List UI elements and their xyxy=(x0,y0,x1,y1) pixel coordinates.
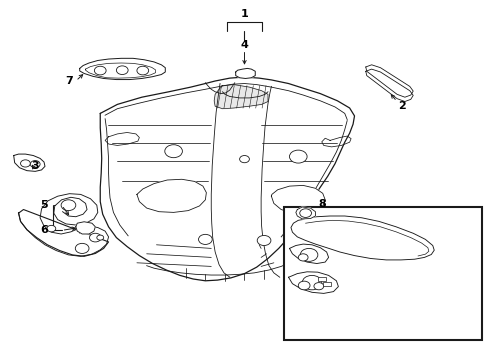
Polygon shape xyxy=(288,272,338,293)
Polygon shape xyxy=(365,65,412,97)
Circle shape xyxy=(20,160,30,167)
Text: 1: 1 xyxy=(240,9,248,19)
Circle shape xyxy=(61,200,76,211)
Polygon shape xyxy=(14,154,45,171)
Circle shape xyxy=(89,233,101,242)
Polygon shape xyxy=(100,77,354,281)
Circle shape xyxy=(94,66,106,75)
Bar xyxy=(322,282,330,286)
Text: 2: 2 xyxy=(397,101,405,111)
Polygon shape xyxy=(76,222,95,234)
Circle shape xyxy=(47,225,56,232)
Bar xyxy=(283,207,481,340)
Text: 3: 3 xyxy=(31,161,39,171)
Polygon shape xyxy=(271,185,325,213)
Polygon shape xyxy=(19,195,108,256)
Text: 8: 8 xyxy=(317,199,325,210)
Text: 5: 5 xyxy=(40,200,48,210)
Circle shape xyxy=(239,156,249,163)
Circle shape xyxy=(298,281,309,290)
Circle shape xyxy=(75,243,89,253)
Text: 7: 7 xyxy=(65,76,73,86)
Circle shape xyxy=(164,145,182,158)
Polygon shape xyxy=(295,207,315,219)
Circle shape xyxy=(116,66,128,75)
Circle shape xyxy=(97,235,103,240)
Polygon shape xyxy=(365,69,412,102)
Circle shape xyxy=(30,161,40,168)
Circle shape xyxy=(298,254,307,261)
Circle shape xyxy=(137,66,148,75)
Text: 6: 6 xyxy=(40,225,48,235)
Polygon shape xyxy=(290,216,433,260)
Polygon shape xyxy=(80,58,165,80)
Circle shape xyxy=(302,275,321,290)
Text: 4: 4 xyxy=(240,40,248,50)
Circle shape xyxy=(299,209,311,217)
Circle shape xyxy=(313,283,323,290)
Bar xyxy=(317,277,325,281)
Polygon shape xyxy=(235,68,255,78)
Circle shape xyxy=(289,150,306,163)
Polygon shape xyxy=(289,244,328,264)
Polygon shape xyxy=(137,179,206,212)
Circle shape xyxy=(198,234,212,244)
Circle shape xyxy=(257,235,270,246)
Polygon shape xyxy=(214,85,267,109)
Circle shape xyxy=(300,248,317,261)
